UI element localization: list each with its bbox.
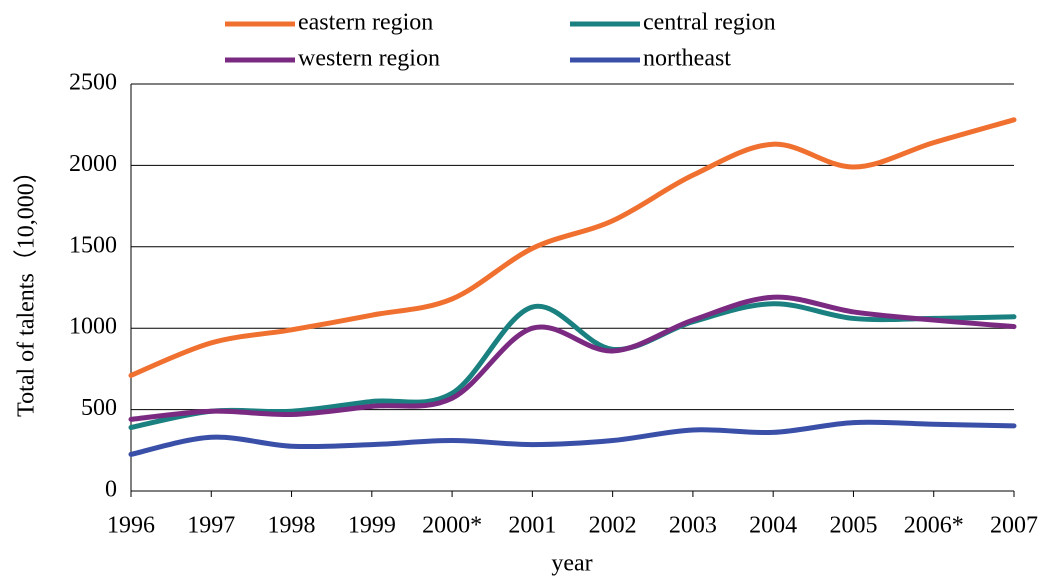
x-tick-label: 2004 (749, 513, 797, 539)
x-tick-label: 2000* (422, 513, 482, 539)
legend-label: central region (643, 10, 776, 36)
x-tick-label: 1999 (348, 513, 396, 539)
x-tick-label: 1996 (107, 513, 155, 539)
y-tick-label: 2500 (69, 70, 117, 96)
x-tick-label: 1998 (268, 513, 316, 539)
x-tick-label: 2005 (829, 513, 877, 539)
x-tick-label: 2001 (508, 513, 556, 539)
y-tick-label: 1500 (69, 232, 117, 258)
line-series (128, 419, 1017, 457)
line-series (128, 301, 1017, 431)
y-tick-label: 2000 (69, 151, 117, 177)
x-tick-label: 2006* (904, 513, 964, 539)
y-axis-label: Total of talents（10,000） (14, 159, 40, 417)
legend-label: western region (298, 46, 440, 72)
y-tick-label: 0 (105, 477, 117, 503)
y-tick-label: 500 (81, 395, 117, 421)
x-tick-label: 2003 (669, 513, 717, 539)
x-axis-label: year (551, 551, 592, 577)
x-tick-label: 2007 (990, 513, 1038, 539)
line-series (128, 117, 1017, 378)
x-tick-label: 2002 (589, 513, 637, 539)
legend-label: eastern region (298, 10, 433, 36)
y-tick-label: 1000 (69, 314, 117, 340)
x-tick-label: 1997 (187, 513, 235, 539)
legend-label: northeast (643, 46, 731, 72)
line-series (128, 294, 1017, 422)
